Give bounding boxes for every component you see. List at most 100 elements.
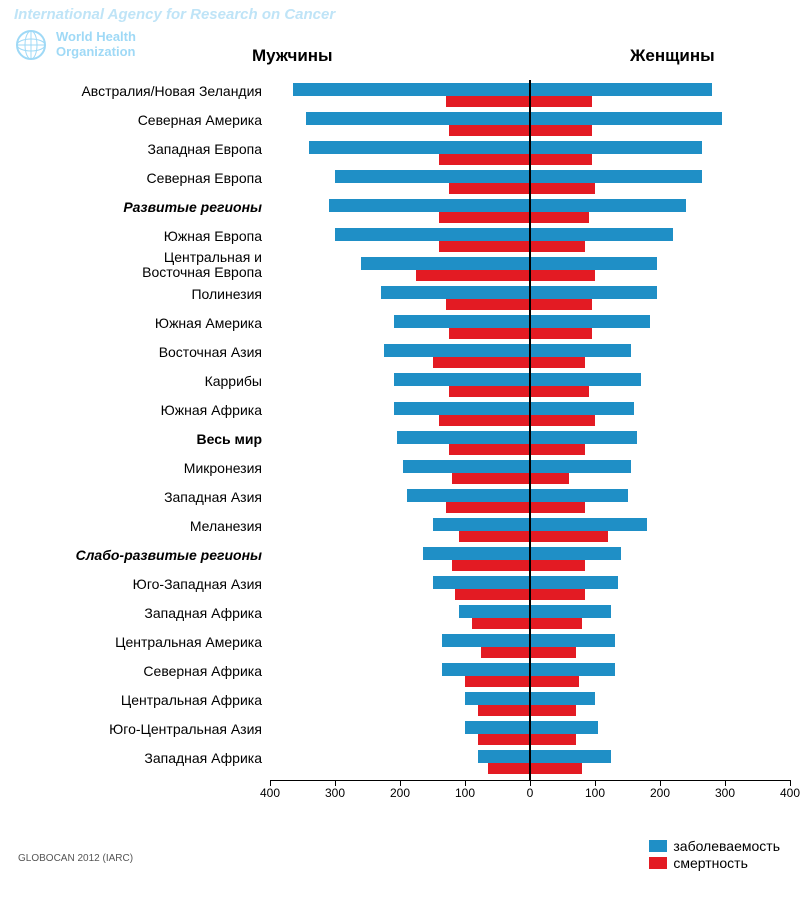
- region-label: Западная Африка: [0, 606, 262, 621]
- legend-row-mortality: смертность: [649, 855, 780, 871]
- column-header-female: Женщины: [630, 46, 715, 66]
- bar-male-mortality: [455, 589, 530, 600]
- bar-female-mortality: [530, 96, 592, 107]
- bar-female-incidence: [530, 112, 722, 125]
- bar-female-mortality: [530, 386, 589, 397]
- who-logo-icon: [14, 28, 48, 62]
- x-tick-label: 100: [585, 786, 605, 800]
- bar-female-incidence: [530, 750, 611, 763]
- bar-male-mortality: [452, 473, 530, 484]
- bar-female-mortality: [530, 299, 592, 310]
- who-line2: Organization: [56, 45, 136, 60]
- region-label: Каррибы: [0, 374, 262, 389]
- bar-male-incidence: [442, 663, 530, 676]
- axis-zero-line: [529, 80, 531, 780]
- region-label: Микронезия: [0, 461, 262, 476]
- bar-male-mortality: [465, 676, 530, 687]
- bar-female-incidence: [530, 170, 702, 183]
- bar-female-incidence: [530, 257, 657, 270]
- bar-female-mortality: [530, 328, 592, 339]
- bar-male-mortality: [449, 386, 530, 397]
- bar-female-mortality: [530, 183, 595, 194]
- bar-female-mortality: [530, 444, 585, 455]
- bar-female-mortality: [530, 531, 608, 542]
- legend-row-incidence: заболеваемость: [649, 838, 780, 854]
- region-label: Полинезия: [0, 287, 262, 302]
- bar-female-incidence: [530, 83, 712, 96]
- bar-male-mortality: [439, 212, 530, 223]
- region-label: Южная Африка: [0, 403, 262, 418]
- bar-female-incidence: [530, 315, 650, 328]
- bar-male-incidence: [394, 373, 531, 386]
- bar-female-mortality: [530, 618, 582, 629]
- who-logo-block: World Health Organization: [14, 28, 136, 62]
- bar-male-mortality: [449, 328, 530, 339]
- x-tick-label: 100: [455, 786, 475, 800]
- legend-swatch-mortality: [649, 857, 667, 869]
- x-tick-label: 400: [260, 786, 280, 800]
- bar-female-incidence: [530, 286, 657, 299]
- bar-female-mortality: [530, 560, 585, 571]
- bar-male-mortality: [416, 270, 530, 281]
- bar-female-mortality: [530, 589, 585, 600]
- bar-female-mortality: [530, 212, 589, 223]
- region-label: Западная Азия: [0, 490, 262, 505]
- bar-male-mortality: [472, 618, 531, 629]
- footer-source: GLOBOCAN 2012 (IARC): [18, 853, 133, 864]
- bar-male-mortality: [446, 502, 531, 513]
- bar-male-incidence: [403, 460, 530, 473]
- bar-male-incidence: [309, 141, 530, 154]
- bar-male-mortality: [433, 357, 531, 368]
- x-tick-label: 300: [715, 786, 735, 800]
- bar-male-incidence: [397, 431, 530, 444]
- bar-female-incidence: [530, 431, 637, 444]
- bar-male-mortality: [449, 183, 530, 194]
- bar-male-incidence: [459, 605, 531, 618]
- bar-male-incidence: [335, 228, 530, 241]
- bar-female-mortality: [530, 415, 595, 426]
- bar-female-mortality: [530, 241, 585, 252]
- bar-male-mortality: [446, 96, 531, 107]
- region-label: Слабо-развитые регионы: [0, 548, 262, 563]
- bar-male-incidence: [329, 199, 531, 212]
- bar-male-incidence: [394, 402, 531, 415]
- bar-male-incidence: [433, 576, 531, 589]
- bar-female-incidence: [530, 199, 686, 212]
- bar-male-mortality: [478, 705, 530, 716]
- region-label: Западная Европа: [0, 142, 262, 157]
- bar-male-incidence: [433, 518, 531, 531]
- bar-female-incidence: [530, 402, 634, 415]
- bar-female-incidence: [530, 518, 647, 531]
- x-tick-label: 200: [650, 786, 670, 800]
- bar-male-mortality: [478, 734, 530, 745]
- bar-female-mortality: [530, 125, 592, 136]
- bar-female-mortality: [530, 705, 576, 716]
- region-label: Центральная Африка: [0, 693, 262, 708]
- bar-female-incidence: [530, 344, 631, 357]
- x-tick-label: 300: [325, 786, 345, 800]
- x-tick-label: 400: [780, 786, 800, 800]
- bar-female-incidence: [530, 721, 598, 734]
- bar-female-incidence: [530, 228, 673, 241]
- bar-male-incidence: [407, 489, 531, 502]
- region-label: Западная Африка: [0, 751, 262, 766]
- bar-male-mortality: [439, 415, 530, 426]
- bar-male-incidence: [381, 286, 531, 299]
- bar-female-mortality: [530, 270, 595, 281]
- x-tick-label: 0: [527, 786, 534, 800]
- bar-female-incidence: [530, 460, 631, 473]
- bar-female-incidence: [530, 489, 628, 502]
- x-tick-label: 200: [390, 786, 410, 800]
- bar-male-mortality: [449, 125, 530, 136]
- bar-male-incidence: [335, 170, 530, 183]
- bar-female-mortality: [530, 357, 585, 368]
- bar-male-incidence: [306, 112, 530, 125]
- bar-female-mortality: [530, 502, 585, 513]
- region-label: Северная Европа: [0, 171, 262, 186]
- iarc-header: International Agency for Research on Can…: [14, 6, 335, 23]
- region-label: Северная Африка: [0, 664, 262, 679]
- bar-male-incidence: [478, 750, 530, 763]
- bar-female-mortality: [530, 734, 576, 745]
- region-label: Южная Америка: [0, 316, 262, 331]
- bar-female-mortality: [530, 647, 576, 658]
